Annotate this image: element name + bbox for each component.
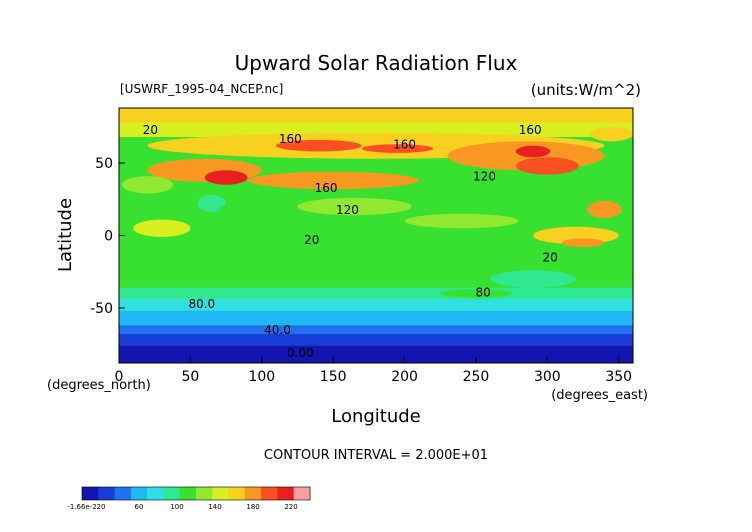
y-tick-label-1: 0 bbox=[104, 229, 113, 245]
contour-label-5: 160 bbox=[315, 181, 338, 195]
x-tick-label-6: 300 bbox=[534, 369, 561, 385]
colorbar bbox=[81, 486, 311, 501]
lat-band-1 bbox=[119, 122, 633, 137]
contour-interval: CONTOUR INTERVAL = 2.000E+01 bbox=[264, 448, 488, 463]
x-unit-label: (degrees_east) bbox=[551, 388, 648, 403]
field-patch-23 bbox=[590, 126, 633, 142]
y-tick-label-2: -50 bbox=[90, 301, 113, 317]
field-patch-2 bbox=[247, 171, 419, 190]
lat-band-7 bbox=[119, 345, 633, 363]
contour-label-9: 80 bbox=[475, 285, 490, 299]
x-tick-label-3: 150 bbox=[320, 369, 347, 385]
lat-band-5 bbox=[119, 325, 633, 335]
field-patch-17 bbox=[247, 255, 334, 274]
colorbar-swatch-2 bbox=[114, 487, 132, 500]
colorbar-swatch-13 bbox=[293, 487, 311, 500]
x-tick-label-2: 100 bbox=[248, 369, 275, 385]
field-patch-19 bbox=[490, 270, 576, 288]
field-patch-8 bbox=[361, 144, 434, 153]
colorbar-swatch-1 bbox=[98, 487, 116, 500]
colorbar-swatch-11 bbox=[261, 487, 278, 500]
field-patch-15 bbox=[133, 219, 191, 237]
field-patch-14 bbox=[587, 200, 622, 219]
x-tick-label-7: 350 bbox=[605, 369, 632, 385]
contour-label-1: 160 bbox=[279, 132, 302, 146]
field-patch-9 bbox=[197, 194, 227, 213]
lat-band-6 bbox=[119, 334, 633, 346]
contour-label-11: 40.0 bbox=[264, 323, 291, 337]
field-patch-21 bbox=[440, 289, 512, 298]
y-unit-label: (degrees_north) bbox=[47, 378, 151, 393]
contour-label-2: 160 bbox=[393, 138, 416, 152]
contour-label-0: 20 bbox=[143, 123, 158, 137]
x-tick-label-5: 250 bbox=[463, 369, 490, 385]
x-tick-label-0: 0 bbox=[115, 369, 124, 385]
lat-band-2 bbox=[119, 287, 633, 300]
colorbar-swatch-0 bbox=[82, 487, 99, 500]
contour-label-3: 160 bbox=[519, 123, 542, 137]
colorbar-swatch-3 bbox=[130, 487, 148, 500]
colorbar-swatch-7 bbox=[196, 487, 213, 500]
lat-band-4 bbox=[119, 310, 633, 326]
field-patch-18 bbox=[347, 261, 462, 282]
colorbar-label-3: 100 bbox=[170, 503, 183, 511]
x-axis-title: Longitude bbox=[331, 406, 421, 427]
colorbar-labels: -1.66e-2 20 60 100 140 180 220 bbox=[67, 503, 297, 511]
colorbar-label-1: 20 bbox=[97, 503, 106, 511]
lat-band-3 bbox=[119, 299, 633, 311]
contour-label-7: 20 bbox=[304, 233, 319, 247]
x-tick-label-4: 200 bbox=[391, 369, 418, 385]
field-patch-11 bbox=[297, 197, 412, 216]
contour-label-8: 20 bbox=[543, 251, 558, 265]
field-patch-22 bbox=[121, 176, 174, 194]
contour-label-4: 120 bbox=[473, 169, 496, 183]
colorbar-swatch-5 bbox=[163, 487, 181, 500]
colorbar-swatch-12 bbox=[277, 487, 295, 500]
field-patch-5 bbox=[515, 145, 551, 158]
x-axis: 0 50 100 150 200 250 300 350 bbox=[115, 357, 632, 385]
file-label: [USWRF_1995-04_NCEP.nc] bbox=[120, 82, 283, 96]
colorbar-swatch-10 bbox=[244, 487, 262, 500]
field-patch-7 bbox=[276, 139, 362, 152]
chart-title: Upward Solar Radiation Flux bbox=[235, 51, 518, 75]
y-tick-label-0: 50 bbox=[95, 156, 113, 172]
colorbar-frame bbox=[81, 486, 311, 501]
colorbar-swatch-8 bbox=[212, 487, 230, 500]
contour-labels: 20 160 160 160 120 160 120 20 20 80 80.0 40.0 0.00 bbox=[143, 123, 558, 360]
colorbar-swatch-4 bbox=[147, 487, 164, 500]
colorbar-label-4: 140 bbox=[208, 503, 221, 511]
heatmap-field bbox=[119, 108, 633, 363]
y-axis-title: Latitude bbox=[55, 198, 76, 272]
contour-label-6: 120 bbox=[336, 203, 359, 217]
field-patch-13 bbox=[561, 238, 605, 248]
y-axis: 50 0 -50 bbox=[90, 156, 125, 317]
colorbar-label-2: 60 bbox=[135, 503, 144, 511]
units-label: (units:W/m^2) bbox=[531, 81, 641, 99]
contour-label-10: 80.0 bbox=[188, 297, 215, 311]
colorbar-label-5: 180 bbox=[246, 503, 259, 511]
field-patch-16 bbox=[404, 213, 519, 229]
field-patch-6 bbox=[204, 170, 248, 185]
colorbar-label-6: 220 bbox=[284, 503, 297, 511]
colorbar-swatch-9 bbox=[228, 487, 246, 500]
colorbar-swatch-6 bbox=[179, 487, 197, 500]
field-patch-10 bbox=[218, 202, 291, 217]
field-patch-4 bbox=[515, 157, 579, 175]
contour-label-12: 0.00 bbox=[287, 346, 314, 360]
x-tick-label-1: 50 bbox=[181, 369, 199, 385]
lat-band-0 bbox=[119, 108, 633, 123]
field-patch-20 bbox=[154, 271, 255, 287]
colorbar-label-0: -1.66e-2 bbox=[67, 503, 96, 511]
